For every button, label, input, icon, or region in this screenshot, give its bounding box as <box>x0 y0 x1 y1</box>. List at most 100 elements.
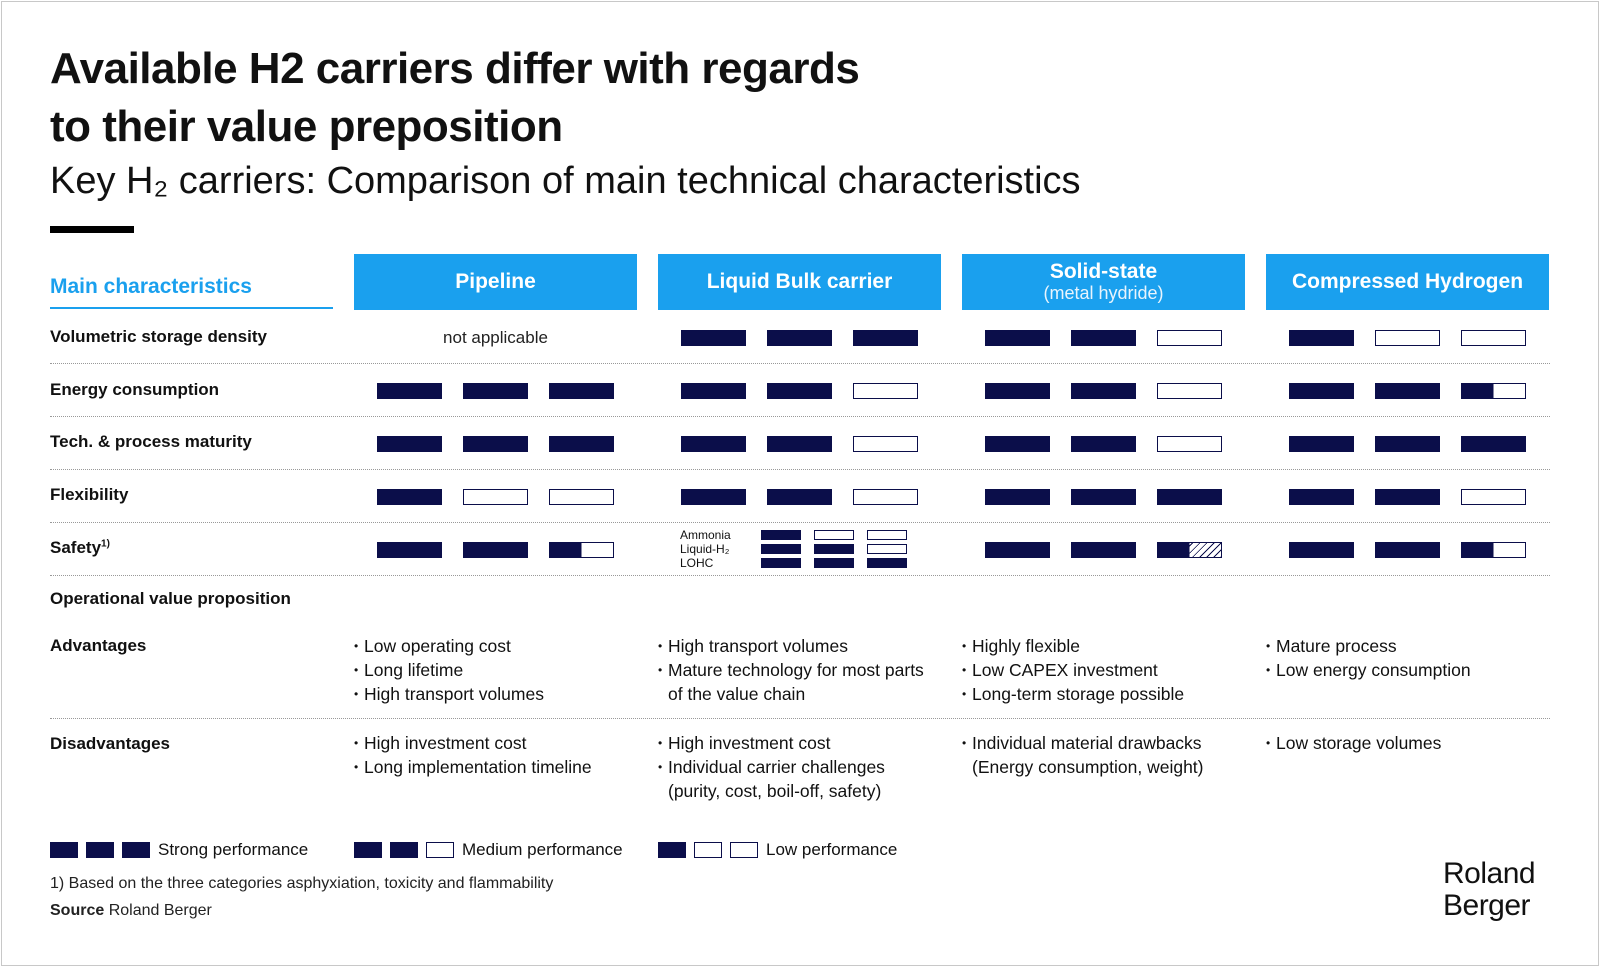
rating-block <box>463 383 528 399</box>
rating-block <box>1461 330 1526 346</box>
legend-low-label: Low performance <box>766 840 898 859</box>
rating-block <box>1071 542 1136 558</box>
advantages-liquid-bulk: High transport volumesMature technology … <box>658 634 928 706</box>
legend-block <box>50 842 78 858</box>
row-separator <box>50 363 1550 364</box>
bullet-item: Long implementation timeline <box>354 755 624 779</box>
rating-block <box>681 489 746 505</box>
rating-block <box>1071 436 1136 452</box>
disadvantages-pipeline: High investment costLong implementation … <box>354 731 624 779</box>
rating-block <box>549 542 614 558</box>
column-header-liquid-bulk: Liquid Bulk carrier <box>658 254 941 310</box>
rating-block <box>377 542 442 558</box>
rating-block <box>549 436 614 452</box>
rating-cell <box>962 530 1245 570</box>
bullet-item: Individual carrier challenges (purity, c… <box>658 755 928 803</box>
safety-sub-label: Liquid-H₂ <box>680 542 730 556</box>
rating-cell <box>962 424 1245 464</box>
source-line: Source Roland Berger <box>50 902 212 920</box>
rating-block <box>985 330 1050 346</box>
rating-block <box>377 383 442 399</box>
rating-block <box>681 330 746 346</box>
rating-block <box>1157 489 1222 505</box>
rating-block <box>1289 489 1354 505</box>
safety-sub-row-lohc: LOHC <box>680 556 920 570</box>
footnote: 1) Based on the three categories asphyxi… <box>50 875 554 892</box>
safety-sub-block <box>761 544 802 554</box>
legend-block <box>354 842 382 858</box>
safety-sub-block <box>814 558 855 568</box>
rating-cell <box>658 371 941 411</box>
column-header-pipeline: Pipeline <box>354 254 637 310</box>
safety-sub-row-liquid-h2: Liquid-H₂ <box>680 542 920 556</box>
not-applicable-text: not applicable <box>443 328 548 347</box>
rating-block <box>463 542 528 558</box>
rating-cell <box>354 424 637 464</box>
safety-sub-label: LOHC <box>680 556 714 570</box>
row-label-flexibility: Flexibility <box>50 485 129 504</box>
legend-low: Low performance <box>658 840 897 860</box>
row-separator <box>50 469 1550 470</box>
bullet-item: Mature technology for most parts of the … <box>658 658 928 706</box>
rating-block <box>1375 436 1440 452</box>
safety-sub-block <box>867 530 907 540</box>
legend-block <box>730 842 758 858</box>
source-label: Source <box>50 902 105 919</box>
rating-cell <box>1266 424 1549 464</box>
rating-block <box>853 436 918 452</box>
rating-block <box>1289 330 1354 346</box>
bullet-item: High investment cost <box>354 731 624 755</box>
rating-block <box>985 383 1050 399</box>
rating-cell <box>1266 371 1549 411</box>
bullet-item: High investment cost <box>658 731 928 755</box>
row-separator <box>50 718 1550 719</box>
rating-block <box>985 489 1050 505</box>
advantages-pipeline: Low operating costLong lifetimeHigh tran… <box>354 634 624 706</box>
operational-value-label: Operational value proposition <box>50 589 291 608</box>
rating-block <box>1461 542 1526 558</box>
column-header-name: Pipeline <box>455 270 536 293</box>
rating-block <box>1157 542 1222 558</box>
rating-block <box>681 383 746 399</box>
logo-line-1: Roland <box>1443 857 1536 890</box>
safety-sub-label: Ammonia <box>680 528 731 542</box>
rating-cell <box>962 318 1245 358</box>
safety-sub-block <box>867 544 907 554</box>
source-value: Roland Berger <box>108 902 212 919</box>
rating-block <box>767 330 832 346</box>
safety-sub-block <box>814 544 855 554</box>
rating-block <box>1461 436 1526 452</box>
bullet-item: High transport volumes <box>354 682 624 706</box>
rating-block <box>1375 542 1440 558</box>
bullet-item: Low operating cost <box>354 634 624 658</box>
rating-cell <box>658 477 941 517</box>
rating-block <box>1071 330 1136 346</box>
legend-strong-label: Strong performance <box>158 840 309 859</box>
legend-medium: Medium performance <box>354 840 623 860</box>
rating-cell <box>354 477 637 517</box>
rating-block <box>1289 436 1354 452</box>
rating-block <box>377 436 442 452</box>
rating-block <box>1375 489 1440 505</box>
rating-block <box>681 436 746 452</box>
rating-cell: not applicable <box>354 318 637 358</box>
title-underline <box>50 226 134 233</box>
rating-block <box>767 489 832 505</box>
legend-strong: Strong performance <box>50 840 308 860</box>
rating-cell <box>354 371 637 411</box>
rating-cell <box>354 530 637 570</box>
rating-block <box>1461 489 1526 505</box>
rating-cell <box>658 318 941 358</box>
legend-medium-label: Medium performance <box>462 840 623 859</box>
advantages-label: Advantages <box>50 636 147 655</box>
safety-sub-block <box>814 530 855 540</box>
bullet-item: Low storage volumes <box>1266 731 1536 755</box>
column-header-name: Solid-state <box>1049 260 1158 283</box>
safety-footnote-mark: 1) <box>101 538 110 550</box>
row-label-safety: Safety1) <box>50 538 110 558</box>
bullet-item: Long-term storage possible <box>962 682 1232 706</box>
page-subtitle: Key H₂ carriers: Comparison of main tech… <box>50 160 1081 202</box>
rating-block <box>1461 383 1526 399</box>
rating-block <box>985 436 1050 452</box>
